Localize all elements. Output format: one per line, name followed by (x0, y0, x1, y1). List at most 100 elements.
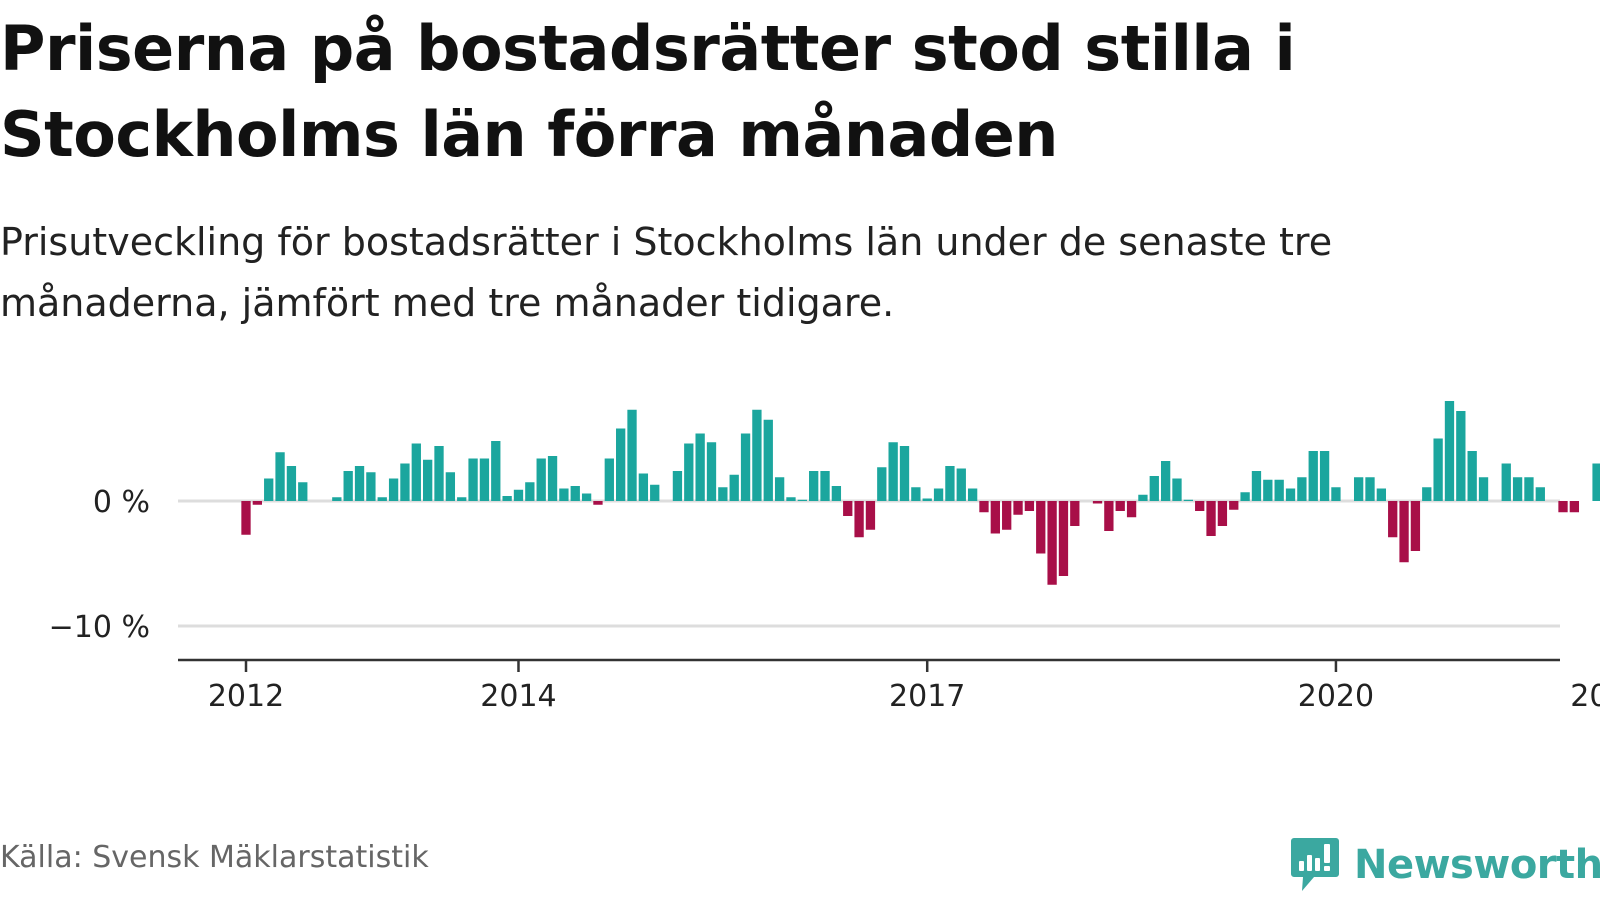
bar (684, 443, 694, 501)
bar (264, 478, 274, 501)
bar (593, 501, 603, 505)
x-tick-label: 2014 (480, 679, 556, 714)
bar (706, 442, 717, 501)
bar (1410, 501, 1421, 551)
bar (718, 487, 728, 501)
bar (423, 459, 433, 501)
bar (525, 482, 535, 501)
bar (1036, 501, 1046, 554)
bar-chart: 0 %−10 %201220142017202020220 % (49, 401, 1600, 714)
x-tick-label: 2012 (208, 679, 284, 714)
bar (1160, 461, 1171, 501)
bar (513, 489, 524, 501)
bar (1047, 501, 1057, 585)
bar (570, 486, 580, 501)
bar (911, 487, 921, 501)
source-note: Källa: Svensk Mäklarstatistik (0, 840, 429, 875)
bar (275, 452, 285, 501)
bar (820, 471, 830, 501)
bar (457, 497, 467, 501)
newsworthy-logo-icon (1291, 838, 1339, 891)
labels: 0 %−10 %201220142017202020220 % (49, 485, 1600, 714)
bar (1319, 451, 1330, 501)
bar (1183, 499, 1193, 501)
x-tick-label: 2020 (1298, 679, 1374, 714)
bar (616, 428, 626, 501)
x-tick-label: 2017 (889, 679, 965, 714)
bar (604, 458, 614, 501)
bar (1274, 479, 1284, 501)
bar (831, 486, 842, 501)
bar (786, 497, 796, 501)
bar (343, 471, 353, 501)
bar (1024, 501, 1035, 511)
bar (411, 443, 421, 501)
bar (1512, 477, 1523, 501)
bar (774, 477, 785, 501)
bars (241, 401, 1600, 585)
bar (888, 442, 898, 501)
bar (945, 466, 955, 501)
bar (1285, 488, 1296, 501)
bar (332, 497, 342, 501)
bar (1297, 477, 1307, 501)
bar (286, 466, 297, 501)
bar (502, 496, 512, 501)
bar (740, 433, 751, 501)
bar (1422, 487, 1432, 501)
bar (377, 497, 387, 501)
newsworthy-brand[interactable]: Newsworthy (1290, 836, 1600, 894)
bar (979, 501, 989, 513)
bar (1308, 451, 1318, 501)
bar (1263, 479, 1273, 501)
bar (854, 501, 864, 538)
bar (1535, 487, 1545, 501)
bar (1592, 463, 1600, 501)
bar (672, 471, 683, 501)
brand-name: Newsworthy (1354, 842, 1600, 888)
bar (581, 493, 592, 501)
x-tick-label: 2022 (1570, 679, 1600, 714)
bar (763, 419, 773, 501)
bar (400, 463, 410, 501)
bar (1002, 501, 1012, 530)
bar (809, 471, 819, 501)
bar (797, 499, 807, 501)
bar (1433, 438, 1443, 501)
bar (1444, 401, 1455, 501)
bar (1524, 477, 1534, 501)
bar (1172, 478, 1182, 501)
bar (956, 468, 966, 501)
bar (967, 488, 978, 501)
bar (434, 446, 444, 501)
bar (298, 482, 308, 501)
axes (178, 658, 1560, 672)
chart-title: Priserna på bostadsrätter stod stilla i … (0, 12, 1296, 171)
bar (1092, 501, 1103, 504)
y-tick-label: 0 % (93, 485, 150, 520)
bar (445, 472, 456, 501)
bar (1229, 501, 1239, 510)
bar (252, 501, 263, 505)
bar (990, 501, 1000, 534)
bar (366, 472, 376, 501)
chart-subtitle: Prisutveckling för bostadsrätter i Stock… (0, 220, 1333, 325)
bar (922, 498, 932, 501)
bar (1501, 463, 1511, 501)
bar (491, 441, 501, 501)
bar (1070, 501, 1080, 526)
bar (1149, 476, 1159, 501)
bar (1126, 501, 1137, 518)
bar (638, 473, 649, 501)
bar (695, 433, 705, 501)
bar (1569, 501, 1580, 513)
bar (843, 501, 853, 516)
bar (729, 474, 739, 501)
bar (1456, 411, 1466, 501)
bar (479, 458, 490, 501)
bar (1058, 501, 1069, 576)
bar (1013, 501, 1023, 515)
bar (1399, 501, 1409, 563)
y-tick-label: −10 % (49, 610, 150, 645)
bar (547, 456, 558, 501)
